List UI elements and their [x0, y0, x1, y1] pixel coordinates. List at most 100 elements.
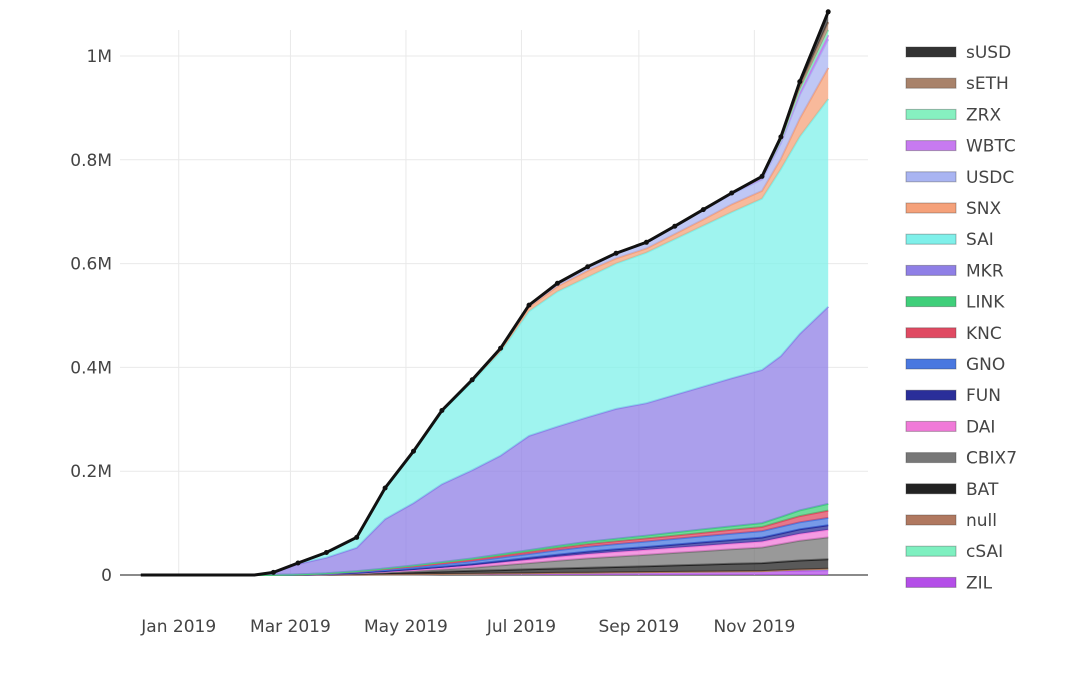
legend-item-null[interactable]: null: [905, 511, 997, 531]
legend-item-susd[interactable]: sUSD: [905, 43, 1011, 63]
area-bat: [140, 559, 829, 575]
total-point: [825, 9, 831, 15]
legend-swatch: [905, 202, 957, 214]
total-point: [498, 345, 504, 351]
total-point: [554, 280, 560, 286]
y-tick-label: 0.8M: [70, 151, 112, 171]
y-tick-label: 0: [101, 566, 112, 586]
legend-label: WBTC: [966, 137, 1016, 157]
total-point: [585, 264, 591, 270]
legend-swatch: [905, 389, 957, 401]
legend-item-cbix7[interactable]: CBIX7: [905, 449, 1017, 469]
x-tick-label: May 2019: [364, 617, 448, 637]
y-tick-label: 0.2M: [70, 462, 112, 482]
legend-item-zrx[interactable]: ZRX: [905, 105, 1001, 125]
total-point: [759, 173, 765, 179]
area-sai: [140, 99, 829, 575]
legend-item-gno[interactable]: GNO: [905, 355, 1005, 375]
axes: 0 0.2M 0.4M 0.6M 0.8M 1M Jan 2019 Mar 2019 May 2…: [70, 47, 795, 637]
legend-label: KNC: [966, 324, 1002, 344]
legend-swatch: [905, 77, 957, 89]
legend-swatch: [905, 233, 957, 245]
legend-item-usdc[interactable]: USDC: [905, 168, 1014, 188]
total-point: [270, 569, 276, 575]
legend-label: FUN: [966, 386, 1001, 406]
legend-label: null: [966, 511, 997, 531]
legend-label: SNX: [966, 199, 1002, 219]
total-point: [382, 485, 388, 491]
x-tick-label: Sep 2019: [599, 617, 680, 637]
legend-swatch: [905, 171, 957, 183]
legend-label: GNO: [966, 355, 1005, 375]
total-point: [729, 190, 735, 196]
total-point: [411, 448, 416, 454]
legend-swatch: [905, 545, 957, 557]
legend-label: CBIX7: [966, 449, 1017, 469]
x-tick-label: Mar 2019: [250, 617, 331, 637]
total-point: [643, 239, 649, 245]
legend-label: ZIL: [966, 573, 993, 593]
legend-label: DAI: [966, 417, 995, 437]
legend-swatch: [905, 296, 957, 308]
legend[interactable]: sUSD sETH ZRX WBTC USDC SNX SAI MKR LINK KNC GNO FU…: [905, 43, 1017, 593]
total-point: [354, 534, 360, 540]
legend-swatch: [905, 46, 957, 58]
total-point: [613, 250, 619, 256]
legend-label: ZRX: [966, 105, 1001, 125]
total-point: [526, 302, 532, 308]
legend-item-sai[interactable]: SAI: [905, 230, 994, 250]
legend-label: cSAI: [966, 542, 1003, 562]
legend-label: SAI: [966, 230, 994, 250]
legend-item-fun[interactable]: FUN: [905, 386, 1001, 406]
legend-label: sUSD: [966, 43, 1011, 63]
legend-swatch: [905, 452, 957, 464]
legend-swatch: [905, 108, 957, 120]
total-point: [700, 207, 706, 213]
legend-label: USDC: [966, 168, 1014, 188]
total-point: [439, 408, 445, 413]
y-tick-label: 0.6M: [70, 255, 112, 275]
legend-swatch: [905, 514, 957, 526]
y-tick-label: 1M: [87, 47, 112, 67]
x-tick-label: Jan 2019: [140, 617, 216, 637]
legend-swatch: [905, 358, 957, 370]
legend-swatch: [905, 264, 957, 276]
area-zil: [140, 570, 829, 575]
legend-swatch: [905, 420, 957, 432]
legend-swatch: [905, 327, 957, 339]
total-point: [295, 560, 301, 566]
legend-label: MKR: [966, 261, 1004, 281]
legend-item-link[interactable]: LINK: [905, 293, 1005, 313]
legend-item-dai[interactable]: DAI: [905, 417, 995, 437]
area-series: [140, 11, 830, 576]
legend-label: sETH: [966, 74, 1009, 94]
legend-item-knc[interactable]: KNC: [905, 324, 1002, 344]
legend-item-seth[interactable]: sETH: [905, 74, 1009, 94]
legend-swatch: [905, 483, 957, 495]
total-point: [469, 377, 475, 383]
x-tick-label: Nov 2019: [713, 617, 795, 637]
legend-label: LINK: [966, 293, 1005, 313]
total-point: [778, 134, 784, 140]
area-cbix7: [140, 537, 829, 575]
total-line-path: [140, 11, 830, 577]
legend-swatch: [905, 140, 957, 152]
legend-item-csai[interactable]: cSAI: [905, 542, 1003, 562]
legend-item-bat[interactable]: BAT: [905, 480, 999, 500]
legend-item-mkr[interactable]: MKR: [905, 261, 1004, 281]
total-line: [140, 9, 831, 577]
area-dai: [140, 529, 829, 575]
x-tick-label: Jul 2019: [486, 617, 556, 637]
total-point: [323, 550, 329, 555]
legend-label: BAT: [966, 480, 999, 500]
legend-item-wbtc[interactable]: WBTC: [905, 137, 1016, 157]
legend-item-zil[interactable]: ZIL: [905, 573, 993, 593]
area-mkr: [140, 306, 829, 575]
legend-swatch: [905, 576, 957, 588]
total-point: [672, 223, 678, 229]
legend-item-snx[interactable]: SNX: [905, 199, 1002, 219]
total-point: [797, 79, 803, 85]
y-tick-label: 0.4M: [70, 358, 112, 378]
